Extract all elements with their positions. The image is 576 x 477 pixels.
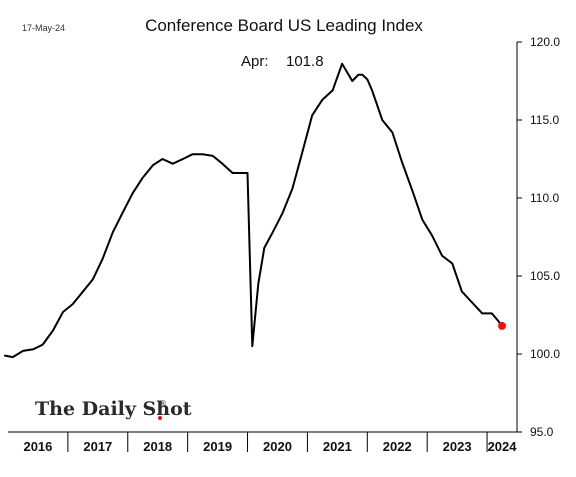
y-tick-label: 120.0 — [530, 35, 560, 49]
brand-dot — [158, 416, 162, 420]
y-tick-label: 115.0 — [530, 113, 559, 127]
date-stamp: 17-May-24 — [22, 23, 65, 33]
x-tick-label: 2022 — [383, 439, 412, 454]
x-tick-label: 2023 — [443, 439, 472, 454]
x-tick-label: 2016 — [23, 439, 52, 454]
x-tick-label: 2020 — [263, 439, 292, 454]
x-tick-label: 2018 — [143, 439, 172, 454]
x-tick-label: 2019 — [203, 439, 232, 454]
y-tick-label: 110.0 — [530, 191, 559, 205]
latest-value: 101.8 — [286, 53, 324, 70]
y-tick-group: 95.0 100.0 105.0 110.0 115.0 120.0 — [517, 35, 560, 439]
chart-title: Conference Board US Leading Index — [145, 16, 423, 35]
y-tick-label: 95.0 — [530, 425, 554, 439]
y-tick-label: 105.0 — [530, 269, 560, 283]
x-tick-label: 2017 — [83, 439, 112, 454]
x-tick-label: 2021 — [323, 439, 352, 454]
x-tick-label: 2024 — [488, 439, 518, 454]
y-tick-label: 100.0 — [530, 347, 560, 361]
brand-logo: The Daily Shot ® — [35, 398, 192, 420]
x-label-group: 2016 2017 2018 2019 2020 2021 2022 2023 2024 — [23, 432, 517, 454]
brand-mark: ® — [160, 399, 166, 408]
series-line — [4, 62, 503, 359]
latest-value-label: Apr: — [241, 53, 269, 70]
brand-name: The Daily Shot — [35, 398, 192, 420]
last-point-marker — [498, 321, 507, 330]
